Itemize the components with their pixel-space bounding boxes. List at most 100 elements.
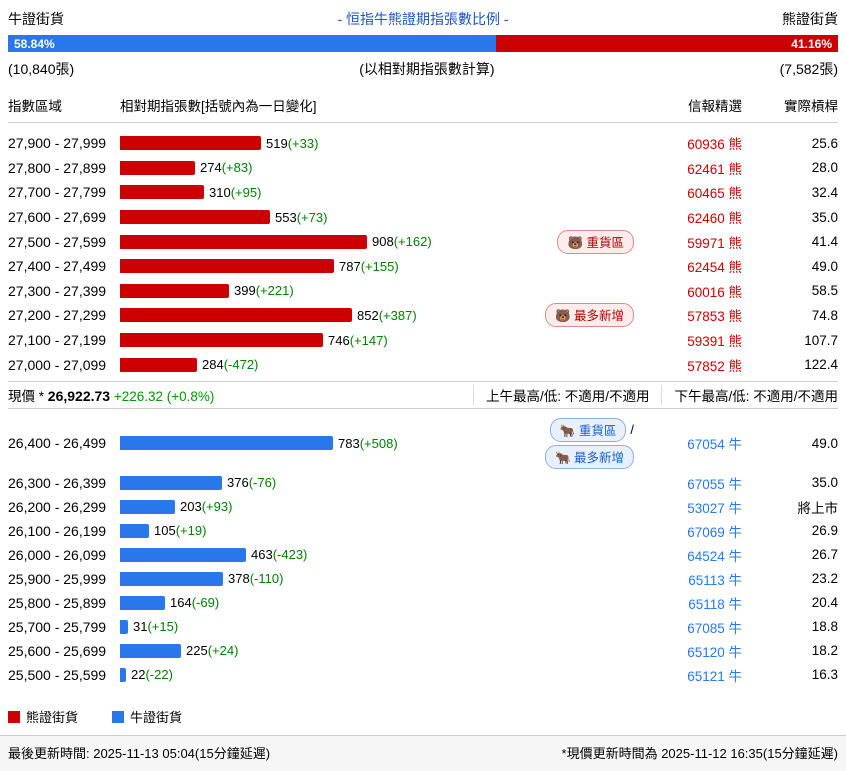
lots-value: 787 [339, 258, 361, 274]
leverage-value: 107.7 [804, 332, 838, 348]
bar-label: 225(+24) [186, 643, 238, 658]
lots-change: (+155) [360, 258, 399, 274]
warrant-code[interactable]: 65113 牛 [688, 572, 742, 588]
bar-label: 376(-76) [227, 475, 276, 490]
bar-cell: 31(+15) [120, 619, 642, 634]
lots-value: 746 [328, 332, 350, 348]
leverage-value: 將上市 [797, 500, 839, 516]
lots-value: 378 [228, 571, 250, 587]
warrant-code[interactable]: 67085 牛 [687, 620, 742, 636]
bear-table-row: 27,600 - 27,699 553(+73) 62460 熊 35.0 [8, 205, 838, 230]
bar-label: 31(+15) [133, 619, 178, 634]
warrant-code[interactable]: 67055 牛 [687, 476, 742, 492]
ratio-bear-segment: 41.16% [496, 35, 838, 52]
legend-bear-label: 熊證街貨 [26, 710, 79, 725]
warrant-code[interactable]: 60465 熊 [687, 186, 742, 202]
leverage-value: 122.4 [804, 357, 838, 373]
bear-pct: 41.16% [791, 36, 832, 51]
leverage-value: 16.3 [811, 667, 838, 683]
bull-section: 26,400 - 26,499 783(+508) 🐂 重貨區 / 🐂 最多新增 6… [8, 416, 838, 687]
bull-bear-ratio-bar: 58.84% 41.16% [8, 35, 838, 52]
lots-change: (+33) [287, 135, 319, 151]
footer: 最後更新時間: 2025-11-13 05:04(15分鐘延遲) *現價更新時間… [0, 735, 846, 771]
col-lots: 相對期指張數[括號內為一日變化] [120, 99, 317, 114]
totals-row: (10,840張) (以相對期指張數計算) (7,582張) [8, 59, 838, 79]
bar-cell: 22(-22) [120, 667, 642, 682]
index-range: 27,900 - 27,999 [8, 135, 107, 152]
bear-table-row: 27,000 - 27,099 284(-472) 57852 熊 122.4 [8, 352, 838, 377]
bar-cell: 519(+33) [120, 136, 642, 151]
warrant-code[interactable]: 59971 熊 [687, 235, 742, 251]
lots-bar [120, 283, 229, 298]
index-range: 26,100 - 26,199 [8, 522, 107, 539]
warrant-code[interactable]: 64524 牛 [687, 548, 742, 564]
lots-value: 225 [186, 643, 208, 659]
index-range: 27,500 - 27,599 [8, 233, 107, 250]
lots-value: 164 [170, 595, 192, 611]
page-title: - 恒指牛熊證期指張數比例 - [337, 11, 509, 27]
warrant-code[interactable]: 67069 牛 [687, 524, 742, 540]
ratio-bull-segment: 58.84% [8, 35, 497, 52]
bar-cell: 376(-76) [120, 475, 642, 490]
warrant-code[interactable]: 57853 熊 [687, 309, 742, 325]
leverage-value: 32.4 [811, 184, 838, 200]
warrant-code[interactable]: 53027 牛 [687, 500, 742, 516]
current-price: 現價 * 26,922.73 +226.32 (+0.8%) [8, 385, 473, 405]
lots-bar [120, 667, 126, 682]
index-range: 27,600 - 27,699 [8, 209, 107, 226]
lots-change: (+147) [349, 332, 388, 348]
lots-bar [120, 234, 367, 249]
warrant-code[interactable]: 65120 牛 [687, 644, 742, 660]
leverage-value: 49.0 [811, 258, 838, 274]
bull-table-row: 26,300 - 26,399 376(-76) 67055 牛 35.0 [8, 471, 838, 495]
bull-table-row: 25,900 - 25,999 378(-110) 65113 牛 23.2 [8, 567, 838, 591]
current-price-value: 26,922.73 [47, 387, 111, 404]
badge-line: 🐻 最多新增 [544, 303, 634, 328]
index-range: 26,200 - 26,299 [8, 498, 107, 515]
warrant-code[interactable]: 67054 牛 [687, 437, 742, 453]
col-index-range: 指數區域 [8, 99, 62, 114]
index-range: 27,700 - 27,799 [8, 184, 107, 201]
warrant-code[interactable]: 62460 熊 [687, 211, 742, 227]
legend-bull-label: 牛證街貨 [130, 710, 183, 725]
bull-table-row: 26,200 - 26,299 203(+93) 53027 牛 將上市 [8, 495, 838, 519]
lots-value: 274 [200, 160, 222, 176]
lots-value: 463 [251, 547, 273, 563]
lots-change: (+93) [201, 499, 233, 515]
bull-outstanding-label: 牛證街貨 [8, 11, 64, 27]
bar-label: 105(+19) [154, 523, 206, 538]
warrant-code[interactable]: 60016 熊 [687, 284, 742, 300]
bar-label: 463(-423) [251, 547, 307, 562]
bear-table-row: 27,300 - 27,399 399(+221) 60016 熊 58.5 [8, 279, 838, 304]
lots-bar [120, 333, 323, 348]
warrant-code[interactable]: 62461 熊 [687, 161, 742, 177]
badges: 🐂 重貨區 / 🐂 最多新增 [544, 417, 634, 469]
warrant-code[interactable]: 60936 熊 [687, 137, 742, 153]
bull-pct: 58.84% [14, 36, 55, 51]
bar-cell: 284(-472) [120, 357, 642, 372]
index-range: 25,600 - 25,699 [8, 642, 107, 659]
lots-change: (+162) [393, 234, 432, 250]
warrant-code[interactable]: 62454 熊 [687, 260, 742, 276]
warrant-code[interactable]: 65118 牛 [688, 596, 742, 612]
warrant-code[interactable]: 57852 熊 [687, 358, 742, 374]
leverage-value: 49.0 [811, 435, 838, 451]
leverage-value: 26.9 [811, 523, 838, 539]
lots-change: (+508) [359, 435, 398, 451]
warrant-code[interactable]: 59391 熊 [687, 334, 742, 350]
warrant-code[interactable]: 65121 牛 [687, 668, 742, 684]
bar-cell: 274(+83) [120, 160, 642, 175]
lots-value: 376 [227, 475, 249, 491]
bar-cell: 378(-110) [120, 571, 642, 586]
badges: 🐻 最多新增 [544, 303, 634, 328]
bar-cell: 787(+155) [120, 259, 642, 274]
lots-value: 783 [338, 435, 360, 451]
lots-bar [120, 619, 128, 634]
index-range: 27,300 - 27,399 [8, 282, 107, 299]
lots-bar [120, 436, 333, 451]
lots-value: 22 [131, 667, 146, 683]
lots-change: (+83) [221, 160, 253, 176]
index-range: 27,100 - 27,199 [8, 332, 107, 349]
leverage-value: 41.4 [811, 234, 838, 250]
